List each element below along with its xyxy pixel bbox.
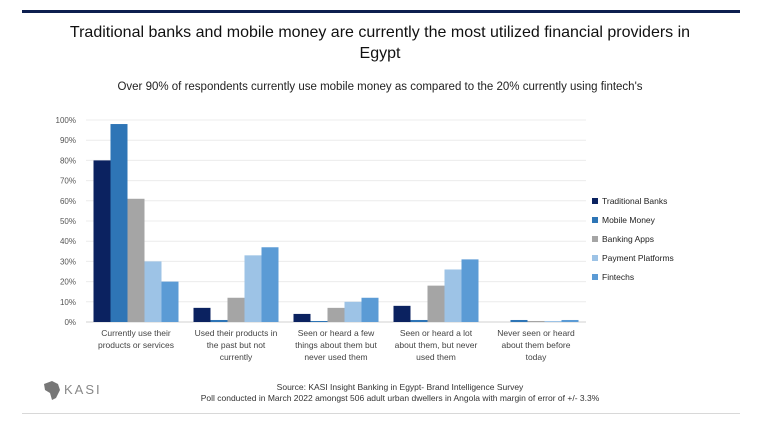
x-tick-label: today — [526, 352, 548, 362]
x-tick-label: currently — [220, 352, 253, 362]
legend-label: Traditional Banks — [602, 196, 667, 206]
bar — [144, 261, 162, 322]
y-tick-label: 90% — [60, 136, 76, 145]
bar — [527, 320, 545, 322]
legend-swatch — [592, 255, 598, 261]
y-tick-label: 50% — [60, 217, 76, 226]
bar — [93, 160, 111, 322]
x-tick-label: Used their products in — [195, 328, 278, 338]
y-tick-label: 70% — [60, 177, 76, 186]
chart-title: Traditional banks and mobile money are c… — [69, 24, 691, 62]
y-tick-label: 20% — [60, 278, 76, 287]
x-tick-label: Seen or heard a few — [298, 328, 375, 338]
bar — [227, 297, 245, 322]
x-tick-label: about them before — [502, 340, 571, 350]
legend-label: Payment Platforms — [602, 253, 674, 263]
x-tick-label: Seen or heard a lot — [400, 328, 473, 338]
bar — [210, 319, 228, 322]
legend-label: Mobile Money — [602, 215, 656, 225]
bar — [327, 307, 345, 322]
bar — [244, 255, 262, 322]
bar — [193, 307, 211, 322]
legend-swatch — [592, 217, 598, 223]
kasi-logo: KASI — [40, 378, 130, 404]
source-note: Source: KASI Insight Banking in Egypt- B… — [140, 382, 660, 404]
bar — [427, 285, 445, 322]
y-tick-label: 80% — [60, 156, 76, 165]
bar — [361, 297, 379, 322]
bar — [444, 269, 462, 322]
x-tick-label: Currently use their — [101, 328, 171, 338]
source-line-2: Poll conducted in March 2022 amongst 506… — [200, 393, 600, 403]
legend-swatch — [592, 236, 598, 242]
legend-swatch — [592, 274, 598, 280]
x-tick-label: about them, but never — [395, 340, 478, 350]
y-tick-label: 60% — [60, 197, 76, 206]
bar — [344, 301, 362, 322]
y-tick-label: 0% — [64, 318, 76, 327]
bar — [110, 124, 128, 322]
x-tick-label: never used them — [304, 352, 367, 362]
bar — [410, 319, 428, 322]
y-tick-label: 40% — [60, 237, 76, 246]
legend-label: Banking Apps — [602, 234, 654, 244]
y-tick-label: 10% — [60, 298, 76, 307]
chart-subtitle: Over 90% of respondents currently use mo… — [117, 81, 643, 93]
x-tick-label: things about them but — [295, 340, 377, 350]
bar — [127, 198, 145, 322]
x-tick-label: the past but not — [207, 340, 266, 350]
x-tick-label: used them — [416, 352, 456, 362]
bar — [561, 319, 579, 322]
y-tick-label: 100% — [56, 116, 76, 125]
bar — [293, 313, 311, 322]
bar — [261, 247, 279, 322]
top-border — [22, 10, 740, 13]
x-tick-label: Never seen or heard — [497, 328, 575, 338]
legend-label: Fintechs — [602, 272, 634, 282]
bottom-divider — [22, 413, 740, 414]
y-tick-label: 30% — [60, 257, 76, 266]
bar — [510, 319, 528, 322]
source-line-1: Source: KASI Insight Banking in Egypt- B… — [276, 382, 524, 392]
bar — [461, 259, 479, 322]
bar — [393, 305, 411, 322]
legend-swatch — [592, 198, 598, 204]
x-tick-label: products or services — [98, 340, 174, 350]
bar — [310, 320, 328, 322]
bar — [544, 320, 562, 322]
svg-text:KASI: KASI — [64, 382, 102, 397]
bar — [161, 281, 179, 322]
